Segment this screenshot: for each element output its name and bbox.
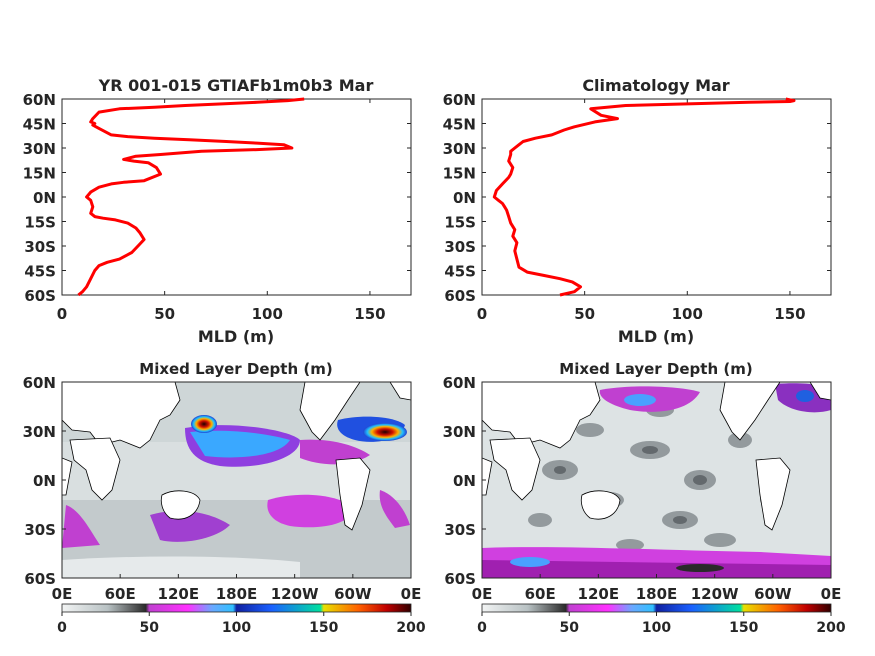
y-tick-label: 45N bbox=[443, 116, 476, 134]
y-tick-label: 60N bbox=[23, 91, 56, 109]
y-tick-label: 45S bbox=[24, 263, 56, 281]
x-tick-label: 0E bbox=[821, 585, 842, 603]
mld-profile-line bbox=[492, 97, 796, 297]
colorbar-tick-label: 200 bbox=[816, 620, 845, 636]
colorbar-tick-label: 100 bbox=[642, 620, 671, 636]
y-tick-label: 60N bbox=[23, 374, 56, 392]
y-tick-label: 15N bbox=[443, 165, 476, 183]
y-tick-label: 30S bbox=[24, 521, 56, 539]
x-tick-label: 50 bbox=[154, 305, 175, 323]
y-tick-label: 30N bbox=[443, 423, 476, 441]
map-title: Mixed Layer Depth (m) bbox=[559, 360, 752, 378]
y-tick-label: 0N bbox=[453, 472, 476, 490]
colorbar bbox=[61, 603, 412, 613]
plot-frame bbox=[61, 98, 412, 296]
x-tick-label: 0 bbox=[57, 305, 67, 323]
y-tick-label: 60N bbox=[443, 374, 476, 392]
mld-profile-line bbox=[77, 97, 305, 297]
colorbar-tick-label: 50 bbox=[560, 620, 580, 636]
x-tick-label: 50 bbox=[574, 305, 595, 323]
x-tick-label: 180E bbox=[216, 585, 258, 603]
colorbar bbox=[481, 603, 832, 613]
colorbar-tick-label: 0 bbox=[477, 620, 487, 636]
chart-title: YR 001-015 GTIAFb1m0b3 Mar bbox=[98, 76, 374, 95]
y-tick-label: 15N bbox=[23, 165, 56, 183]
x-tick-label: 0E bbox=[472, 585, 493, 603]
y-tick-label: 0N bbox=[33, 189, 56, 207]
y-tick-label: 30S bbox=[444, 238, 476, 256]
y-tick-label: 0N bbox=[453, 189, 476, 207]
colorbar-tick-label: 50 bbox=[140, 620, 160, 636]
axis-ticks: 0E 60E 120E 180E 120W 60W 0E 60N 30N 0N 30S 60S bbox=[443, 374, 842, 603]
y-tick-label: 15S bbox=[24, 214, 56, 232]
x-axis-label: MLD (m) bbox=[198, 327, 274, 346]
y-tick-label: 30S bbox=[444, 521, 476, 539]
x-tick-label: 120E bbox=[578, 585, 620, 603]
x-tick-label: 120W bbox=[691, 585, 739, 603]
y-tick-label: 30N bbox=[443, 140, 476, 158]
y-tick-label: 60S bbox=[24, 287, 56, 305]
x-tick-label: 60E bbox=[525, 585, 556, 603]
y-tick-label: 0N bbox=[33, 472, 56, 490]
x-tick-label: 60W bbox=[334, 585, 372, 603]
y-tick-label: 30S bbox=[24, 238, 56, 256]
colorbar-tick-label: 0 bbox=[57, 620, 67, 636]
axis-ticks: 0E 60E 120E 180E 120W 60W 0E 60N 30N 0N 30S 60S bbox=[23, 374, 422, 603]
x-tick-label: 180E bbox=[636, 585, 678, 603]
y-tick-label: 30N bbox=[23, 140, 56, 158]
profile-chart-model: YR 001-015 GTIAFb1m0b3 Mar 0 50 100 150 60N 4… bbox=[23, 76, 412, 346]
axis-ticks: 0 50 100 150 60N 45N 30N 15N 0N 15S 30S 45S 60S bbox=[443, 91, 831, 323]
y-tick-label: 15S bbox=[444, 214, 476, 232]
x-tick-label: 150 bbox=[354, 305, 385, 323]
plot-frame bbox=[481, 98, 832, 296]
x-tick-label: 150 bbox=[774, 305, 805, 323]
x-tick-label: 0 bbox=[477, 305, 487, 323]
x-tick-label: 60W bbox=[754, 585, 792, 603]
map-title: Mixed Layer Depth (m) bbox=[139, 360, 332, 378]
y-tick-label: 60S bbox=[24, 570, 56, 588]
chart-title: Climatology Mar bbox=[582, 76, 729, 95]
y-tick-label: 45N bbox=[23, 116, 56, 134]
y-tick-label: 60S bbox=[444, 287, 476, 305]
y-tick-label: 30N bbox=[23, 423, 56, 441]
x-tick-label: 0E bbox=[52, 585, 73, 603]
colorbar-ticks: 0 50 100 150 200 bbox=[57, 612, 426, 636]
x-tick-label: 120E bbox=[158, 585, 200, 603]
x-axis-label: MLD (m) bbox=[618, 327, 694, 346]
colorbar-tick-label: 200 bbox=[396, 620, 425, 636]
colorbar-tick-label: 150 bbox=[729, 620, 758, 636]
mld-map-climatology: Mixed Layer Depth (m) bbox=[443, 360, 846, 636]
map-field bbox=[62, 382, 411, 578]
colorbar-ticks: 0 50 100 150 200 bbox=[477, 612, 846, 636]
x-tick-label: 100 bbox=[672, 305, 703, 323]
map-field bbox=[482, 382, 831, 578]
y-tick-label: 60N bbox=[443, 91, 476, 109]
y-tick-label: 60S bbox=[444, 570, 476, 588]
x-tick-label: 60E bbox=[105, 585, 136, 603]
x-tick-label: 100 bbox=[252, 305, 283, 323]
colorbar-tick-label: 100 bbox=[222, 620, 251, 636]
y-tick-label: 45S bbox=[444, 263, 476, 281]
colorbar-tick-label: 150 bbox=[309, 620, 338, 636]
x-tick-label: 120W bbox=[271, 585, 319, 603]
mld-map-model: Mixed Layer Depth (m) bbox=[23, 360, 426, 636]
profile-chart-climatology: Climatology Mar 0 50 100 150 60N 45N 30N 15N 0N 1… bbox=[443, 76, 832, 346]
x-tick-label: 0E bbox=[401, 585, 422, 603]
axis-ticks: 0 50 100 150 60N 45N 30N 15N 0N 15S 30S 45S 60S bbox=[23, 91, 411, 323]
